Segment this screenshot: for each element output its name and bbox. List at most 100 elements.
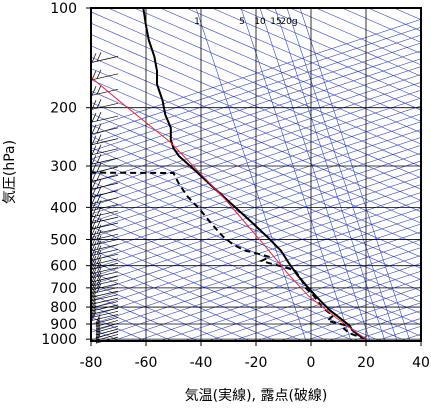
wind-barbs [91,52,119,344]
isotherm-line [91,144,421,254]
wind-barb-flag [91,295,97,305]
wind-barb-flag [95,323,101,333]
wind-barb [91,235,119,246]
wind-barb-flag [91,219,97,230]
mixing-ratio-label: 15 [270,17,281,27]
wind-barb [91,123,119,135]
wind-barb [91,212,119,224]
adiabat-line [263,8,421,77]
wind-barb-staff [91,73,119,81]
wind-barb-flag [95,331,101,341]
wind-barb-flag [91,112,97,123]
wind-barb [91,301,119,312]
adiabat-line [91,79,421,224]
wind-barb-flag [96,206,102,217]
wind-barb-staff [91,138,119,145]
isotherm-line [91,74,421,183]
isotherm-line [91,200,421,309]
wind-barb [91,200,119,211]
wind-barb-flag [91,241,97,251]
wind-barb-flag [91,255,97,265]
isotherm-line [91,113,421,223]
isotherm-line [91,19,421,128]
wind-barb-flag [91,225,97,235]
wind-barb-flag [95,325,101,336]
isotherm-line [91,168,421,278]
wind-barb-staff [95,331,119,339]
adiabat-line [91,158,421,303]
isotherm-line [91,50,421,160]
wind-barb-staff [91,239,119,246]
mixing-ratio-line [286,8,398,341]
wind-barb-flag [96,240,102,250]
wind-barb-staff [91,56,119,63]
isotherm-line [207,270,421,341]
adiabat-line [211,8,421,100]
dewpoint-line [91,171,367,341]
wind-barb [91,230,119,241]
wind-barb [95,323,119,333]
wind-barb-flag [96,279,102,289]
wind-barb-flag [96,267,102,277]
wind-barb [91,179,119,190]
adiabat-line [133,8,421,134]
y-tick-label: 400 [50,200,77,216]
wind-barb-staff [91,258,119,266]
wind-barb [91,153,119,165]
wind-barb-flag [96,153,102,164]
wind-barb-flag [96,69,102,79]
wind-barb [91,162,119,174]
wind-barb [91,298,119,308]
mixing-ratio-label: 20g [280,17,297,27]
adiabat-line [289,8,421,66]
wind-barb-staff [91,244,119,251]
isotherm-line [91,184,421,294]
wind-barb-flag [91,100,97,110]
x-axis-label: 気温(実線), 露点(破線) [185,388,328,404]
y-tick-label: 500 [50,232,77,248]
wind-barb-staff [91,275,119,283]
adiabat-line [91,271,251,341]
wind-barb-flag [91,231,97,241]
wind-barb-staff [91,115,119,123]
wind-barb-staff [91,307,119,315]
adiabat-line [91,101,421,247]
wind-barb [91,267,119,279]
wind-barb-staff [91,148,119,156]
gridlines [91,8,421,341]
isotherm-line [91,129,421,239]
adiabat-line [91,90,421,235]
wind-barb-flag [91,207,97,218]
isotherm-line [91,215,421,325]
wind-barb [91,52,119,63]
wind-barb-flag [91,86,97,96]
x-tick-label: 0 [307,355,316,371]
wind-barb-staff [91,304,119,312]
wind-barb-flag [96,254,102,264]
adiabat-line [91,135,421,281]
wind-barb-flag [91,260,97,270]
wind-barb-staff [91,297,119,305]
wind-barb [91,218,119,230]
wind-barb-flag [96,144,102,154]
wind-barb-staff [91,174,119,182]
wind-barb-flag [91,187,97,197]
isotherm-line [91,42,421,152]
wind-barb [91,111,119,123]
mixing-ratio-line [240,8,352,341]
wind-barb-flag [91,194,97,204]
adiabat-line [91,113,421,258]
adiabat-line [159,8,421,122]
isotherm-line [91,223,421,333]
x-tick-label: 40 [412,355,430,371]
wind-barb [91,144,119,156]
wind-barb [91,186,119,197]
wind-barb-staff [91,290,119,298]
wind-barb-flag [91,213,97,224]
wind-barb-flag [91,284,97,294]
x-tick-label: 20 [357,355,375,371]
isotherm-line [91,231,421,341]
mixing-ratio-line [274,8,386,341]
wind-barb-flag [91,264,97,274]
